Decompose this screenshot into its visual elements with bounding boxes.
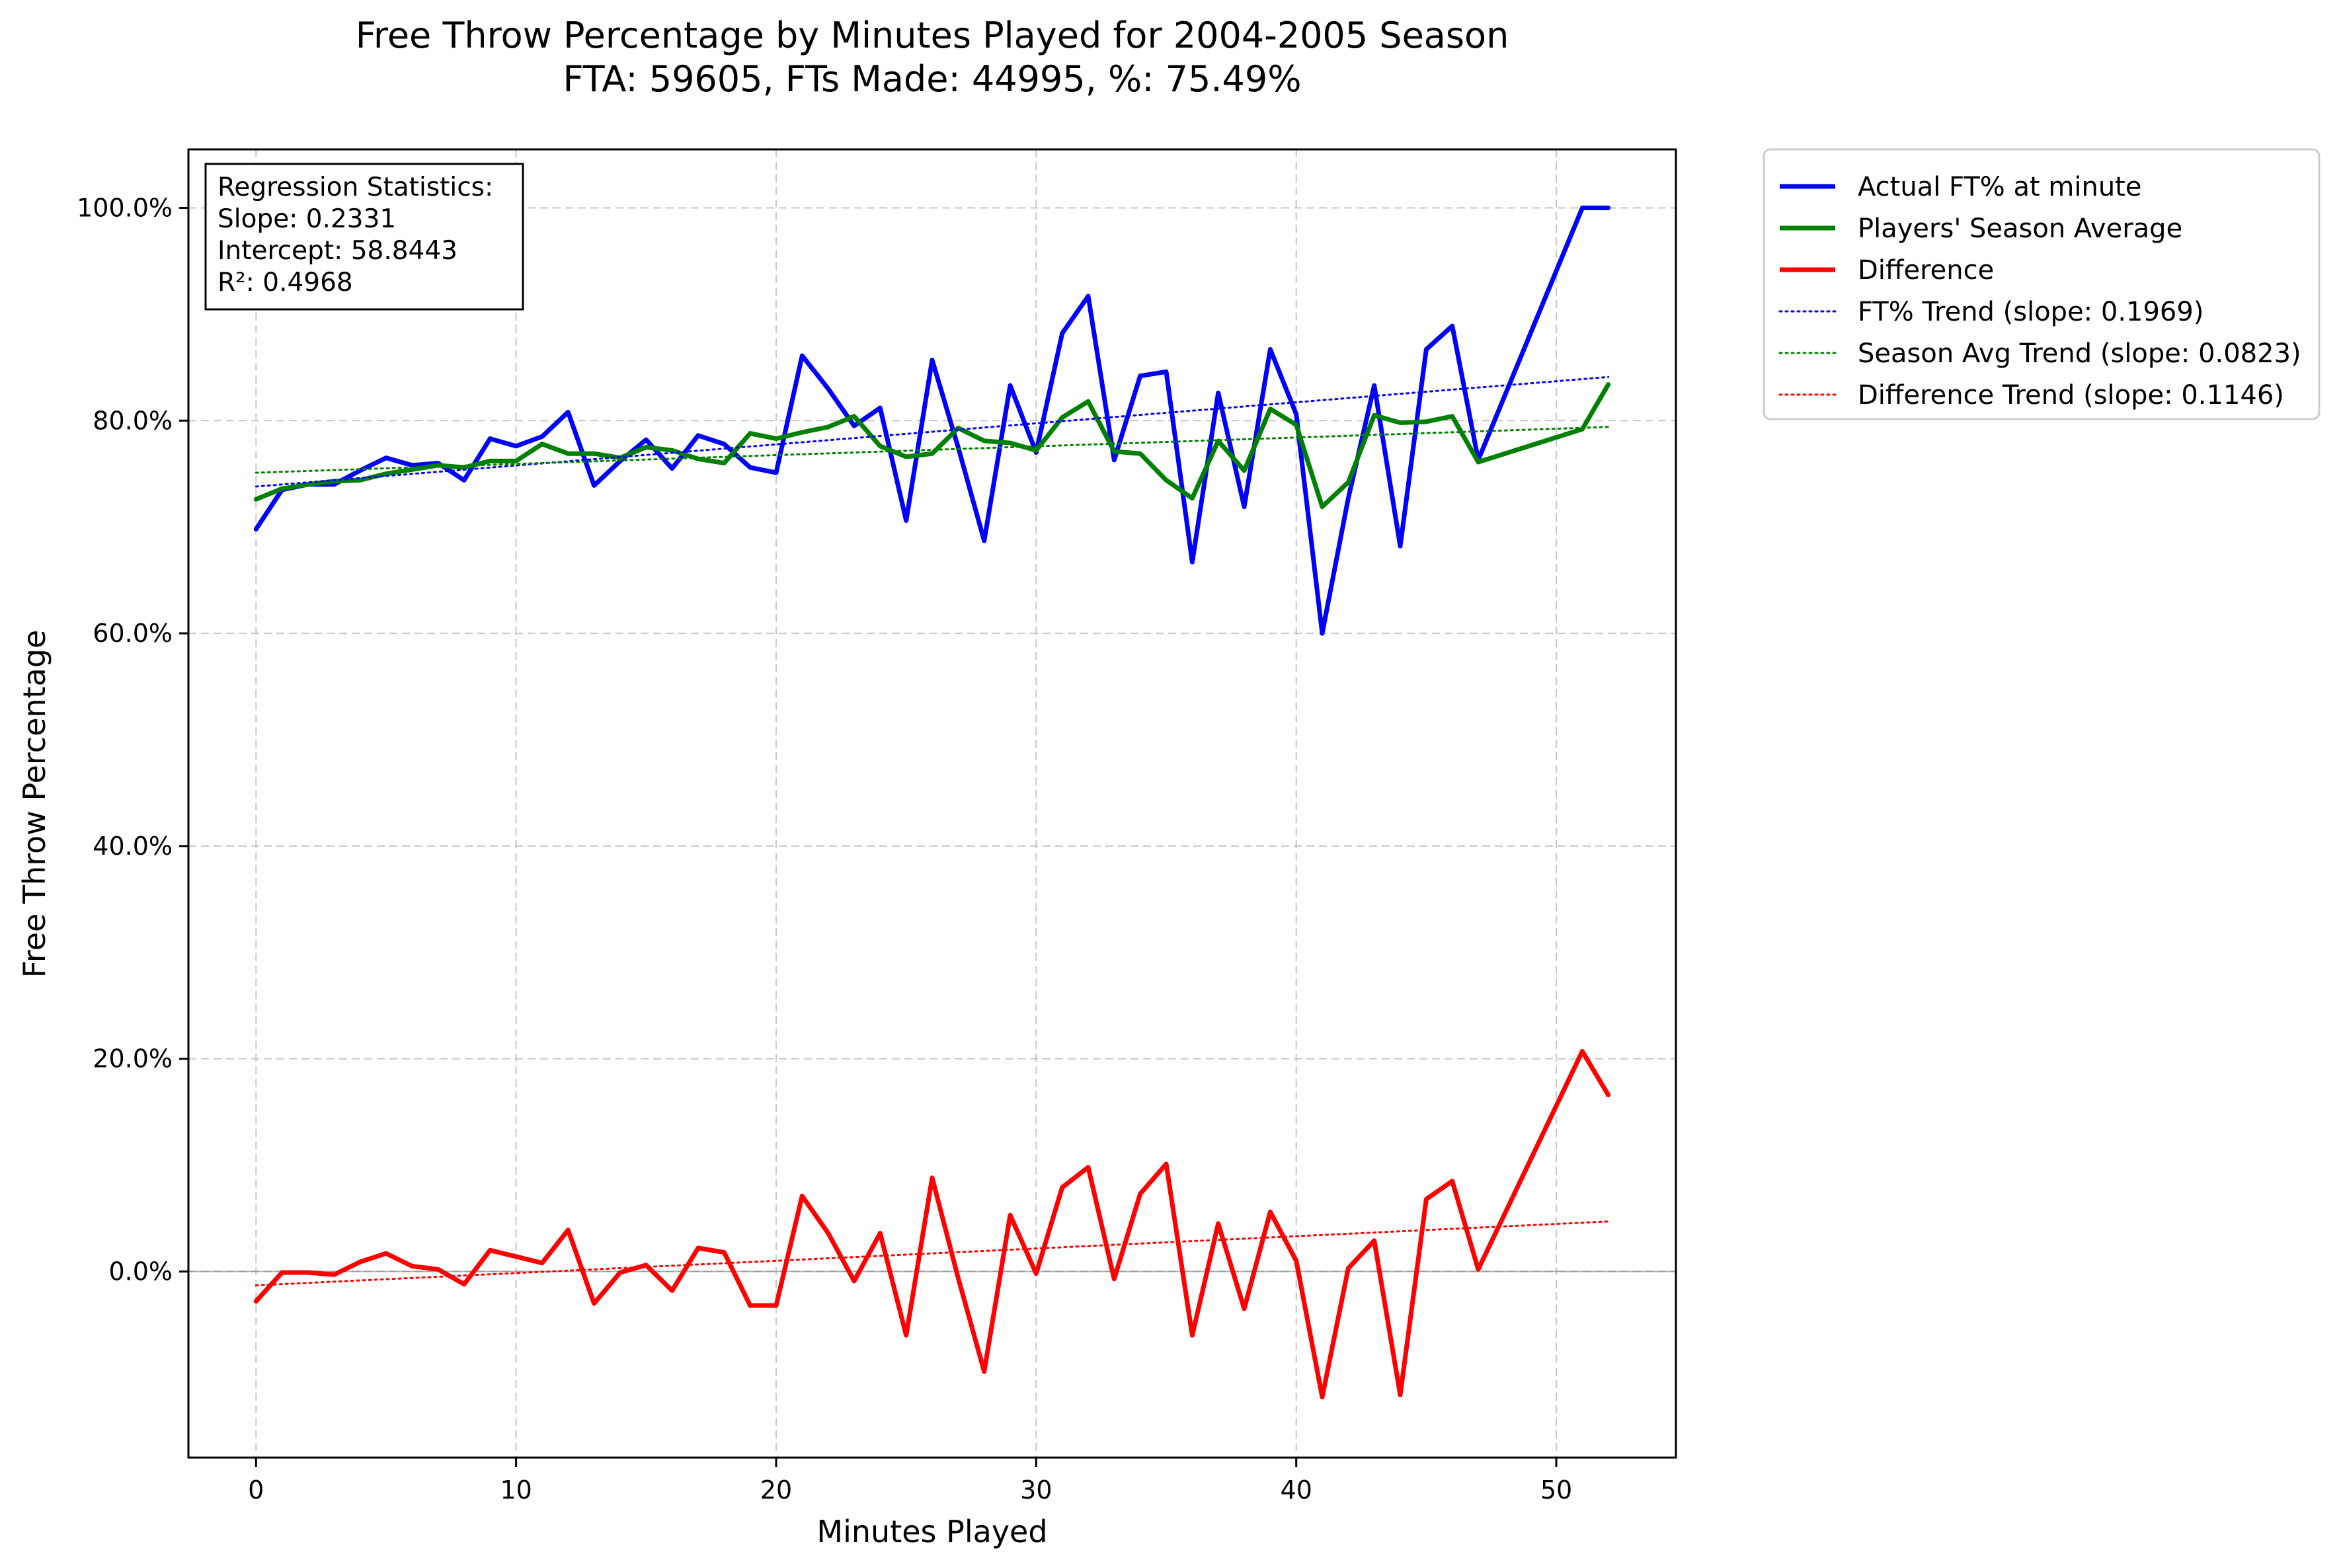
- plot-frame: [187, 148, 1677, 1459]
- chart-title: Free Throw Percentage by Minutes Played …: [356, 15, 1509, 56]
- regression-stats-box: Regression Statistics: Slope: 0.2331 Int…: [204, 163, 524, 311]
- legend-label-4: Season Avg Trend (slope: 0.0823): [1858, 338, 2301, 369]
- series-line-4: [255, 426, 1610, 474]
- y-axis-label: Free Throw Percentage: [17, 630, 52, 978]
- legend-label-5: Difference Trend (slope: 0.1146): [1858, 380, 2284, 411]
- y-tick-label-3: 60.0%: [93, 619, 173, 648]
- y-tick-label-5: 100.0%: [77, 193, 173, 222]
- legend-frame: [1763, 148, 2321, 420]
- stats-line-heading: Regression Statistics:: [218, 173, 493, 202]
- chart-subtitle: FTA: 59605, FTs Made: 44995, %: 75.49%: [563, 58, 1301, 100]
- legend-label-2: Difference: [1858, 255, 1994, 286]
- y-tick-label-0: 0.0%: [108, 1257, 173, 1286]
- series-line-5: [255, 1220, 1610, 1286]
- stats-line-r-squared: R²: 0.4968: [218, 268, 353, 297]
- y-tick-label-2: 40.0%: [93, 832, 173, 861]
- series-layer: [253, 206, 1611, 1399]
- series-line-2: [253, 1048, 1611, 1399]
- stats-line-slope: Slope: 0.2331: [218, 204, 396, 234]
- plot-area: [188, 149, 1676, 1458]
- series-line-3: [255, 375, 1610, 488]
- stats-box-frame: [204, 163, 524, 311]
- grid-layer: [188, 149, 1676, 1458]
- x-tick-label-5: 50: [1540, 1475, 1572, 1505]
- x-tick-label-0: 0: [248, 1475, 264, 1505]
- legend-label-1: Players' Season Average: [1858, 214, 2182, 244]
- x-axis-label: Minutes Played: [816, 1514, 1047, 1549]
- legend: Actual FT% at minute Players' Season Aver…: [1763, 148, 2321, 420]
- x-tick-label-2: 20: [760, 1475, 792, 1505]
- series-line-0: [253, 206, 1611, 636]
- legend-label-3: FT% Trend (slope: 0.1969): [1858, 297, 2203, 327]
- y-tick-label-4: 80.0%: [93, 406, 173, 435]
- stats-line-intercept: Intercept: 58.8443: [218, 236, 457, 266]
- x-tick-label-4: 40: [1281, 1475, 1312, 1505]
- y-tick-label-1: 20.0%: [93, 1044, 173, 1074]
- legend-items: Actual FT% at minute Players' Season Aver…: [1778, 172, 2301, 411]
- ticks-layer: 0 10 20 30 40 50 0.0% 20.0% 40.0% 60.0% 80.0% 100.0…: [77, 193, 1572, 1505]
- x-tick-label-3: 30: [1020, 1475, 1052, 1505]
- legend-label-0: Actual FT% at minute: [1858, 172, 2141, 202]
- x-tick-label-1: 10: [500, 1475, 532, 1505]
